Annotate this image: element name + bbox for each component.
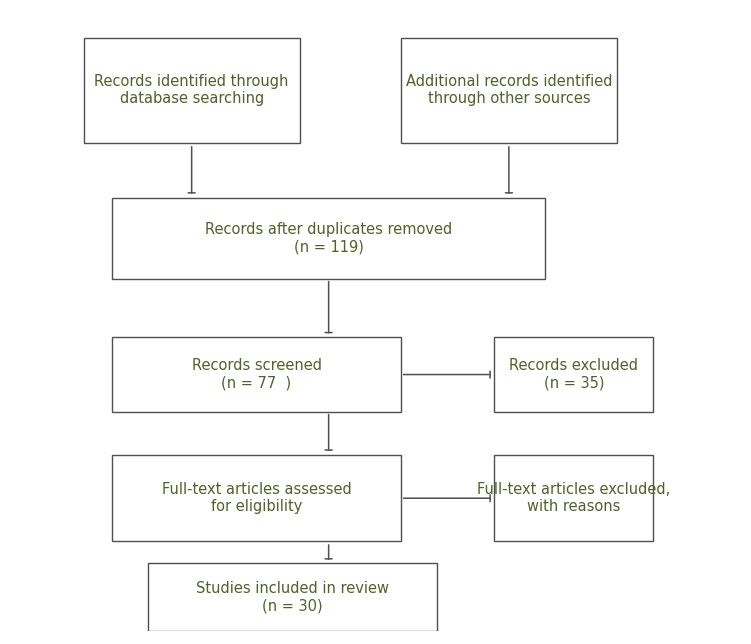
FancyBboxPatch shape (149, 563, 437, 631)
Text: Records screened
(n = 77  ): Records screened (n = 77 ) (192, 358, 321, 391)
FancyBboxPatch shape (401, 37, 617, 143)
FancyBboxPatch shape (113, 455, 401, 542)
Text: Full-text articles excluded,
with reasons: Full-text articles excluded, with reason… (477, 482, 671, 515)
Text: Records identified through
database searching: Records identified through database sear… (95, 74, 289, 106)
FancyBboxPatch shape (494, 337, 653, 412)
Text: Records after duplicates removed
(n = 119): Records after duplicates removed (n = 11… (205, 222, 452, 255)
Text: Additional records identified
through other sources: Additional records identified through ot… (406, 74, 612, 106)
FancyBboxPatch shape (83, 37, 300, 143)
FancyBboxPatch shape (113, 337, 401, 412)
Text: Full-text articles assessed
for eligibility: Full-text articles assessed for eligibil… (161, 482, 351, 515)
Text: Studies included in review
(n = 30): Studies included in review (n = 30) (196, 581, 389, 613)
FancyBboxPatch shape (494, 455, 653, 542)
FancyBboxPatch shape (113, 198, 545, 279)
Text: Records excluded
(n = 35): Records excluded (n = 35) (509, 358, 638, 391)
